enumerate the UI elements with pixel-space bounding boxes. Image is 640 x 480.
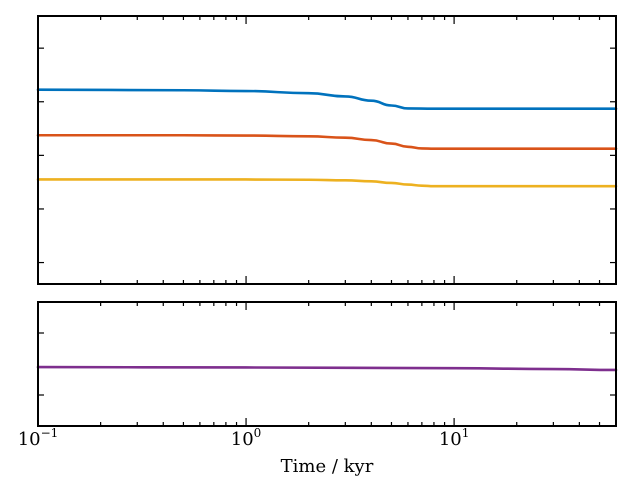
top-panel-series (36, 88, 618, 188)
bottom-panel-series (36, 365, 618, 372)
top-panel-frame (37, 15, 617, 285)
top-series-line-3 (36, 178, 618, 188)
bottom-series-line-1 (36, 365, 618, 372)
x-tick-labels: 10−1 100 101 (18, 426, 470, 450)
x-tick-label: 101 (439, 426, 470, 450)
x-axis-label: Time / kyr (281, 456, 374, 477)
x-tick-label: 100 (231, 426, 262, 450)
top-series-line-2 (36, 133, 618, 150)
bottom-panel-frame (37, 301, 617, 427)
top-panel-ticks (37, 16, 617, 284)
bottom-panel (36, 301, 618, 427)
top-panel (36, 15, 618, 285)
x-tick-label: 10−1 (18, 426, 59, 450)
top-series-line-1 (36, 88, 618, 111)
bottom-panel-ticks (37, 302, 617, 426)
